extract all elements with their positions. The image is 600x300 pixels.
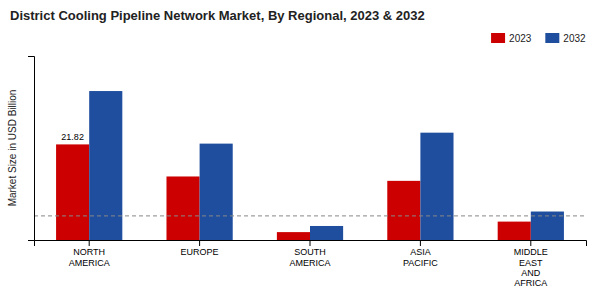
x-tick-label: NORTHAMERICA [69, 247, 110, 267]
y-axis-line [28, 57, 35, 241]
bar [310, 226, 343, 240]
x-tick: NORTHAMERICA [69, 240, 110, 268]
y-axis [28, 57, 35, 241]
x-tick-mark [89, 240, 90, 246]
legend-item: 2032 [545, 33, 586, 44]
x-tick: EUROPE [181, 240, 219, 257]
bar [200, 144, 233, 240]
x-tick-label-line: PACIFIC [403, 258, 438, 268]
x-tick-mark [199, 240, 200, 246]
x-tick-label-line: NORTH [73, 247, 105, 257]
bar-series [89, 91, 564, 240]
x-tick-label-line: MIDDLE [514, 247, 548, 257]
x-tick-label-line: AND [521, 268, 541, 278]
bar [498, 222, 531, 240]
legend-item: 2023 [491, 33, 532, 44]
bar-series [56, 144, 531, 240]
x-tick-mark [420, 240, 421, 246]
bar [387, 181, 420, 240]
x-tick-label-line: AFRICA [514, 278, 547, 288]
x-tick: MIDDLEEASTANDAFRICA [514, 240, 548, 288]
x-tick-label-line: SOUTH [294, 247, 326, 257]
y-axis-title: Market Size in USD Billion [7, 90, 18, 207]
x-tick-label-line: ASIA [410, 247, 431, 257]
chart: District Cooling Pipeline Network Market… [0, 0, 600, 300]
x-tick-label: SOUTHAMERICA [289, 247, 330, 267]
reference-line [34, 215, 586, 216]
x-axis: NORTHAMERICAEUROPESOUTHAMERICAASIAPACIFI… [35, 240, 587, 288]
x-tick-label: ASIAPACIFIC [403, 247, 438, 267]
legend-swatch [491, 33, 505, 43]
plot-area: NORTHAMERICAEUROPESOUTHAMERICAASIAPACIFI… [28, 57, 587, 289]
bar [166, 176, 199, 240]
legend-label: 2023 [509, 33, 532, 44]
legend-swatch [545, 33, 559, 43]
x-tick: ASIAPACIFIC [403, 240, 438, 268]
marks [34, 91, 586, 240]
x-axis-line [35, 241, 587, 247]
bar [420, 133, 453, 240]
x-tick-mark [530, 240, 531, 246]
x-tick-label-line: AMERICA [69, 258, 110, 268]
title: District Cooling Pipeline Network Market… [10, 8, 425, 23]
bar [89, 91, 122, 240]
legend-label: 2032 [563, 33, 586, 44]
x-tick-label: EUROPE [181, 247, 219, 257]
x-tick-label-line: AMERICA [289, 258, 330, 268]
annotation: 21.82 [61, 132, 84, 142]
x-tick-label-line: EUROPE [181, 247, 219, 257]
x-tick-mark [310, 240, 311, 246]
bar [277, 232, 310, 240]
bar [56, 144, 89, 240]
x-tick-label-line: EAST [519, 258, 543, 268]
x-tick-label: MIDDLEEASTANDAFRICA [514, 247, 548, 288]
x-tick: SOUTHAMERICA [289, 240, 330, 268]
legend: 2023 2032 [491, 33, 586, 44]
